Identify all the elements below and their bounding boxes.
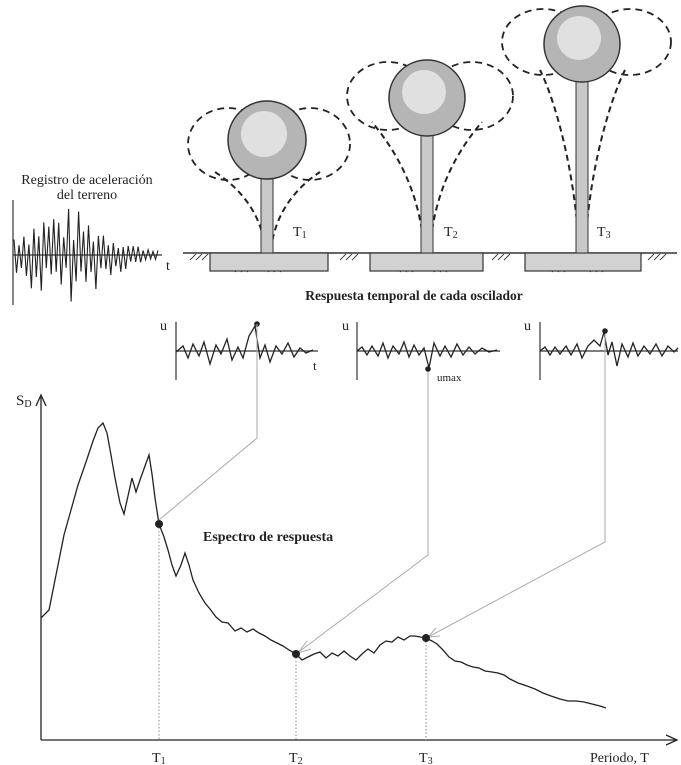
oscillator-1-displaced-mass-right	[269, 107, 351, 181]
response-plot-3-peak-marker	[602, 328, 608, 334]
connector-t3-arrowhead	[426, 627, 441, 638]
spectrum-point-t3	[422, 634, 430, 642]
ground-record-time-label: t	[166, 259, 170, 274]
response-plot-3-trace	[539, 331, 679, 367]
ground-record-title-line1: Registro de aceleración	[21, 173, 152, 188]
oscillator-2-period-label: T2	[444, 225, 458, 241]
oscillator-3-mass-highlight	[557, 16, 601, 60]
oscillator-3-period-label: T3	[597, 225, 611, 241]
ground-record-title-line2: del terreno	[57, 188, 117, 203]
spectrum-tick-t3: T3	[419, 751, 433, 765]
response-plot-2-trace	[356, 340, 498, 369]
response-caption: Respuesta temporal de cada oscilador	[305, 288, 522, 303]
oscillator-2-deformed-shape-left	[371, 121, 425, 251]
response-plot-1-trace	[175, 324, 314, 367]
response-plot-2: u umax	[342, 319, 500, 384]
connector-t2	[299, 372, 429, 652]
response-plot-1: u t	[160, 319, 318, 380]
response-plot-1-u-label: u	[160, 319, 167, 334]
oscillator-1-mass-highlight	[241, 111, 287, 157]
ground-acceleration-record: Registro de aceleración del terreno t	[12, 173, 170, 305]
oscillator-3-displaced-mass-right	[588, 8, 672, 76]
spectrum-tick-t1: T1	[152, 751, 166, 765]
spectrum-y-axis-arrow	[35, 393, 47, 407]
oscillator-3-footing	[524, 252, 642, 272]
oscillator-1-deformed-shape-left	[214, 171, 266, 251]
response-spectrum: SD Periodo, T Espectro de respuesta T1 T…	[16, 324, 679, 765]
oscillator-3-deformed-shape-right	[584, 69, 626, 251]
oscillator-3-column	[575, 69, 589, 254]
response-plot-2-peak-marker	[425, 366, 431, 372]
oscillator-3-deformed-shape-left	[539, 69, 580, 251]
oscillator-2-column	[420, 124, 434, 254]
response-plot-2-max-label: umax	[437, 372, 462, 384]
oscillator-2-displaced-mass-right	[430, 61, 514, 131]
oscillator-1: T1	[187, 100, 351, 272]
spectrum-point-t2	[292, 650, 300, 658]
oscillator-1-period-label: T1	[293, 225, 307, 241]
response-spectrum-curve	[40, 421, 607, 709]
spectrum-curve-label: Espectro de respuesta	[203, 530, 333, 545]
connector-t3	[429, 334, 606, 637]
oscillator-2: T2	[346, 59, 514, 272]
response-plot-2-u-label: u	[342, 319, 349, 334]
spectrum-x-label: Periodo, T	[590, 751, 649, 765]
spectrum-y-label: SD	[16, 393, 32, 410]
oscillator-2-mass-highlight	[402, 70, 446, 114]
response-plot-3: u	[524, 319, 679, 380]
connector-t1	[158, 324, 258, 521]
response-plot-1-time-label: t	[313, 358, 317, 373]
response-plot-3-u-label: u	[524, 319, 531, 334]
spectrum-x-axis-arrow	[665, 734, 679, 746]
oscillator-3: T3	[501, 5, 672, 272]
oscillator-1-footing	[209, 252, 329, 272]
spectrum-point-t1	[155, 520, 163, 528]
oscillator-1-column	[260, 169, 274, 254]
spectrum-tick-t2: T2	[289, 751, 303, 765]
ground-acceleration-trace	[13, 208, 159, 302]
oscillator-2-footing	[369, 252, 484, 272]
